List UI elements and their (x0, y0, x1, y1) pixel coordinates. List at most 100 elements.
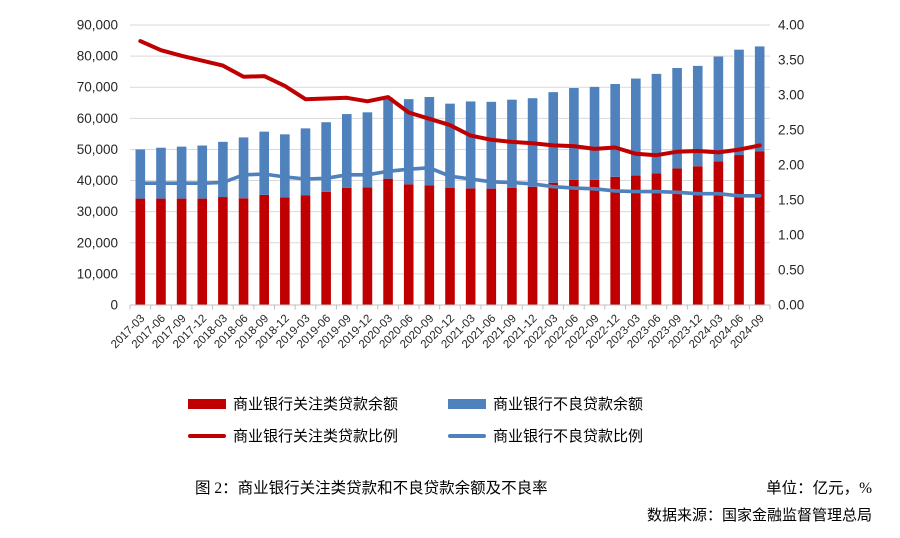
unit-label: 单位：亿元，% (766, 480, 872, 497)
bar-special-mention (341, 187, 352, 305)
bar-special-mention (486, 188, 497, 305)
y-right-tick-label: 1.50 (778, 193, 804, 208)
bar-special-mention (651, 173, 662, 305)
bar-npl (445, 103, 455, 188)
bar-special-mention (135, 198, 146, 305)
y-right-tick-label: 4.00 (778, 18, 804, 33)
bar-special-mention (218, 197, 228, 305)
legend-label: 商业银行关注类贷款余额 (233, 397, 399, 413)
y-left-tick-label: 30,000 (77, 204, 118, 219)
bar-npl (631, 78, 641, 176)
y-right-tick-label: 1.00 (778, 228, 804, 243)
bar-npl (465, 101, 476, 189)
line-special-mention-ratio (138, 39, 762, 158)
bar-npl (651, 73, 662, 174)
bar-special-mention (548, 182, 559, 305)
bar-special-mention (176, 198, 187, 305)
y-left-tick-label: 90,000 (77, 18, 118, 33)
bar-npl (280, 134, 290, 198)
bar-special-mention (610, 176, 620, 305)
bar-npl (321, 122, 331, 192)
y-right-tick-label: 2.00 (778, 158, 804, 173)
x-axis-labels: 2017-032017-062017-092017-122018-032018-… (109, 313, 767, 351)
bar-npl (300, 128, 311, 196)
bar-special-mention (631, 175, 641, 305)
bar-special-mention (156, 198, 166, 305)
bar-special-mention (383, 178, 393, 305)
y-left-tick-label: 20,000 (77, 235, 118, 250)
bar-npl (156, 147, 166, 199)
y-right-tick-label: 3.50 (778, 53, 804, 68)
bar-special-mention (734, 155, 744, 305)
bar-npl (238, 137, 249, 199)
bar-npl (713, 56, 724, 162)
y-right-tick-label: 3.00 (778, 88, 804, 103)
bar-special-mention (527, 186, 538, 305)
bar-special-mention (713, 161, 724, 305)
combo-chart: 0 10,000 20,000 30,000 40,000 50,000 60,000 70,… (77, 18, 805, 351)
bar-special-mention (403, 184, 414, 305)
y-axis-right: 0.00 0.50 1.00 1.50 2.00 2.50 3.00 3.50 4.00 (778, 18, 804, 313)
legend-item-npl-ratio: 商业银行不良贷款比例 (448, 425, 643, 446)
chart-legend: 商业银行关注类贷款余额 商业银行不良贷款余额 商业银行关注类贷款比例 商业银行不… (188, 393, 643, 446)
bar-special-mention (569, 179, 579, 305)
bar-special-mention (424, 185, 435, 305)
bar-npl (734, 49, 744, 156)
bar-npl (672, 67, 682, 169)
bar-npl (569, 88, 579, 180)
data-source: 数据来源：国家金融监督管理总局 (646, 508, 872, 524)
y-right-tick-label: 0.00 (778, 298, 804, 313)
bar-npl (176, 146, 187, 199)
legend-item-special-mention-ratio: 商业银行关注类贷款比例 (188, 425, 448, 446)
legend-swatch-red-line (188, 433, 226, 438)
legend-swatch-blue-bar (448, 398, 486, 409)
bar-special-mention (259, 194, 269, 305)
bar-special-mention (280, 197, 290, 305)
bar-npl (589, 86, 600, 180)
bar-npl (610, 84, 620, 177)
legend-swatch-blue-line (448, 433, 486, 438)
bar-special-mention (507, 187, 517, 305)
bar-npl (548, 92, 559, 183)
y-left-tick-label: 0 (110, 298, 118, 313)
bar-special-mention (754, 151, 765, 305)
x-axis (129, 304, 771, 310)
y-right-tick-label: 2.50 (778, 123, 804, 138)
bar-special-mention (672, 168, 682, 305)
bar-npl (135, 149, 146, 199)
bar-special-mention (238, 198, 249, 305)
figure-caption: 图 2：商业银行关注类贷款和不良贷款余额及不良率 (195, 480, 548, 497)
bar-special-mention (321, 191, 331, 305)
bar-special-mention (197, 198, 208, 305)
bar-npl (197, 145, 208, 199)
y-left-tick-label: 40,000 (77, 173, 118, 188)
bar-special-mention (300, 195, 311, 305)
legend-label: 商业银行关注类贷款比例 (233, 429, 399, 445)
legend-label: 商业银行不良贷款比例 (493, 429, 644, 445)
legend-swatch-red-bar (188, 398, 226, 409)
bar-npl (383, 97, 393, 179)
y-left-tick-label: 70,000 (77, 80, 118, 95)
bars-group (135, 46, 765, 305)
bar-npl (259, 131, 269, 195)
bar-npl (486, 101, 497, 189)
y-left-tick-label: 10,000 (77, 266, 118, 281)
bar-special-mention (692, 166, 703, 305)
y-axis-left: 0 10,000 20,000 30,000 40,000 50,000 60,000 70,… (77, 18, 118, 313)
bar-npl (424, 97, 435, 186)
y-left-tick-label: 50,000 (77, 142, 118, 157)
bar-npl (362, 112, 373, 188)
bar-npl (341, 114, 352, 188)
bar-npl (403, 99, 414, 185)
bar-special-mention (589, 179, 600, 305)
y-left-tick-label: 80,000 (77, 49, 118, 64)
caption-row: 图 2：商业银行关注类贷款和不良贷款余额及不良率 单位：亿元，% (195, 476, 872, 498)
line-npl-ratio (138, 166, 762, 198)
bar-npl (218, 141, 228, 198)
legend-label: 商业银行不良贷款余额 (493, 397, 644, 413)
y-left-tick-label: 60,000 (77, 111, 118, 126)
y-right-tick-label: 0.50 (778, 263, 804, 278)
bar-special-mention (362, 187, 373, 305)
legend-item-special-mention-balance: 商业银行关注类贷款余额 (188, 393, 448, 414)
bar-npl (692, 65, 703, 167)
